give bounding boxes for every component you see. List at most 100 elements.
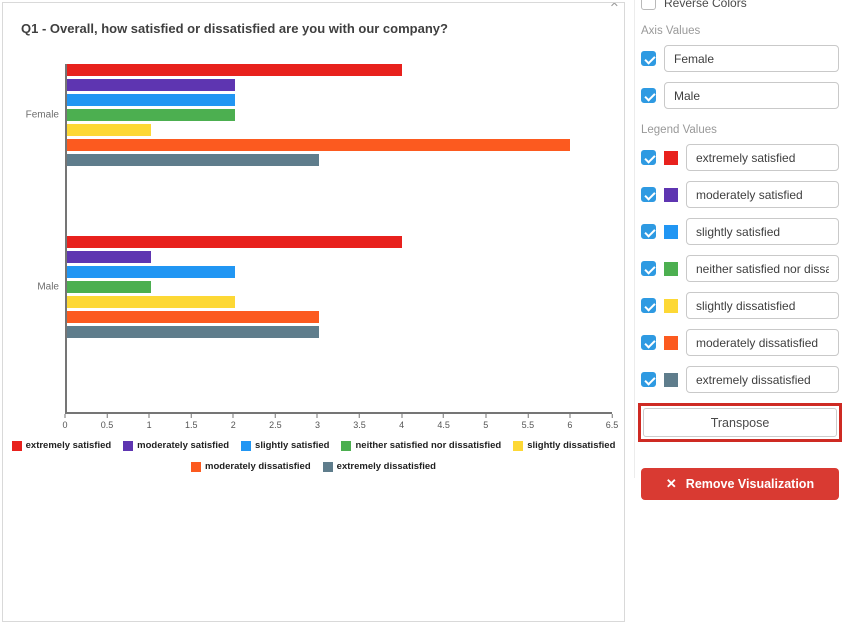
- x-tick: 1: [147, 414, 152, 430]
- legend-swatch-icon: [123, 440, 134, 451]
- legend-color-swatch: [664, 261, 678, 276]
- legend-color-swatch: [664, 372, 678, 387]
- reverse-colors-row: Reverse Colors: [641, 0, 839, 10]
- bar[interactable]: [67, 326, 319, 338]
- x-tick: 5.5: [522, 414, 535, 430]
- axis-value-input[interactable]: [664, 45, 839, 72]
- axis-value-checkbox[interactable]: [641, 88, 656, 103]
- x-tick: 4: [399, 414, 404, 430]
- x-tick: 3.5: [353, 414, 366, 430]
- panel-divider: [634, 0, 635, 478]
- bar[interactable]: [67, 109, 235, 121]
- legend-item[interactable]: moderately dissatisfied: [191, 461, 311, 472]
- chart-legend: extremely satisfied moderately satisfied s…: [10, 440, 618, 472]
- bar[interactable]: [67, 64, 403, 76]
- legend-item[interactable]: slightly satisfied: [241, 440, 329, 451]
- legend-values-heading: Legend Values: [641, 124, 717, 136]
- transpose-highlight-annotation: Transpose: [638, 403, 842, 442]
- legend-swatch-icon: [11, 440, 22, 451]
- category-label: Male: [37, 281, 59, 293]
- legend-swatch-icon: [322, 461, 333, 472]
- transpose-button[interactable]: Transpose: [643, 408, 837, 437]
- x-tick: 0: [62, 414, 67, 430]
- legend-color-swatch: [664, 298, 678, 313]
- x-tick: 5: [483, 414, 488, 430]
- bar[interactable]: [67, 154, 319, 166]
- remove-x-icon: ✕: [665, 476, 677, 491]
- bar[interactable]: [67, 251, 151, 263]
- bar[interactable]: [67, 311, 319, 323]
- legend-value-input[interactable]: [686, 255, 839, 282]
- x-tick: 2: [231, 414, 236, 430]
- legend-item[interactable]: moderately satisfied: [123, 440, 229, 451]
- chart-title: Q1 - Overall, how satisfied or dissatisf…: [21, 21, 448, 36]
- legend-values-list: [641, 144, 839, 393]
- legend-item[interactable]: extremely dissatisfied: [322, 461, 436, 472]
- legend-item[interactable]: slightly dissatisfied: [513, 440, 615, 451]
- bar-group-female: Female: [26, 64, 612, 166]
- legend-value-input[interactable]: [686, 292, 839, 319]
- legend-value-checkbox[interactable]: [641, 335, 656, 350]
- x-tick: 1.5: [185, 414, 198, 430]
- legend-swatch-icon: [191, 461, 202, 472]
- legend-value-input[interactable]: [686, 218, 839, 245]
- x-tick: 3: [315, 414, 320, 430]
- legend-item[interactable]: extremely satisfied: [11, 440, 112, 451]
- chart-card: ✕ Q1 - Overall, how satisfied or dissati…: [2, 2, 625, 622]
- legend-value-row: [641, 218, 839, 245]
- axis-value-input[interactable]: [664, 82, 839, 109]
- legend-value-input[interactable]: [686, 144, 839, 171]
- axis-value-row: [641, 82, 839, 109]
- legend-label: slightly dissatisfied: [527, 440, 616, 451]
- bar-group-male: Male: [37, 236, 612, 338]
- bar[interactable]: [67, 236, 403, 248]
- reverse-colors-checkbox[interactable]: [641, 0, 656, 10]
- legend-value-row: [641, 144, 839, 171]
- bar[interactable]: [67, 79, 235, 91]
- chart-close-icon[interactable]: ✕: [609, 2, 619, 10]
- legend-value-checkbox[interactable]: [641, 187, 656, 202]
- legend-label: slightly satisfied: [255, 440, 330, 451]
- remove-visualization-button[interactable]: ✕ Remove Visualization: [641, 468, 839, 500]
- legend-color-swatch: [664, 187, 678, 202]
- legend-value-input[interactable]: [686, 329, 839, 356]
- legend-value-input[interactable]: [686, 181, 839, 208]
- bar[interactable]: [67, 139, 571, 151]
- bar[interactable]: [67, 94, 235, 106]
- settings-panel: Reverse Colors Axis Values Legend Values…: [638, 0, 842, 500]
- x-tick: 6: [567, 414, 572, 430]
- legend-label: extremely dissatisfied: [336, 461, 436, 472]
- legend-value-checkbox[interactable]: [641, 261, 656, 276]
- x-tick: 2.5: [269, 414, 282, 430]
- legend-label: moderately dissatisfied: [205, 461, 311, 472]
- bar[interactable]: [67, 296, 235, 308]
- category-label: Female: [25, 109, 59, 121]
- axis-value-row: [641, 45, 839, 72]
- legend-value-row: [641, 181, 839, 208]
- chart-body: Female Male 0 0.5 1 1.5 2 2.5 3 3.5 4 4.5 5 5.5 6 6.5 …: [3, 64, 624, 472]
- x-axis: 0 0.5 1 1.5 2 2.5 3 3.5 4 4.5 5 5.5 6 6.5: [62, 414, 618, 432]
- x-tick: 4.5: [437, 414, 450, 430]
- legend-value-checkbox[interactable]: [641, 372, 656, 387]
- legend-item[interactable]: neither satisfied nor dissatisfied: [341, 440, 501, 451]
- legend-swatch-icon: [341, 440, 352, 451]
- legend-label: extremely satisfied: [25, 440, 112, 451]
- bar[interactable]: [67, 266, 235, 278]
- legend-color-swatch: [664, 150, 678, 165]
- axis-value-checkbox[interactable]: [641, 51, 656, 66]
- legend-value-checkbox[interactable]: [641, 224, 656, 239]
- legend-swatch-icon: [241, 440, 252, 451]
- legend-value-input[interactable]: [686, 366, 839, 393]
- axis-values-heading: Axis Values: [641, 25, 701, 37]
- x-tick: 6.5: [606, 414, 619, 430]
- legend-value-row: [641, 329, 839, 356]
- legend-value-row: [641, 255, 839, 282]
- bar[interactable]: [67, 281, 151, 293]
- legend-value-checkbox[interactable]: [641, 150, 656, 165]
- legend-value-checkbox[interactable]: [641, 298, 656, 313]
- legend-color-swatch: [664, 224, 678, 239]
- bar[interactable]: [67, 124, 151, 136]
- reverse-colors-label: Reverse Colors: [664, 0, 747, 10]
- x-tick: 0.5: [101, 414, 114, 430]
- legend-value-row: [641, 366, 839, 393]
